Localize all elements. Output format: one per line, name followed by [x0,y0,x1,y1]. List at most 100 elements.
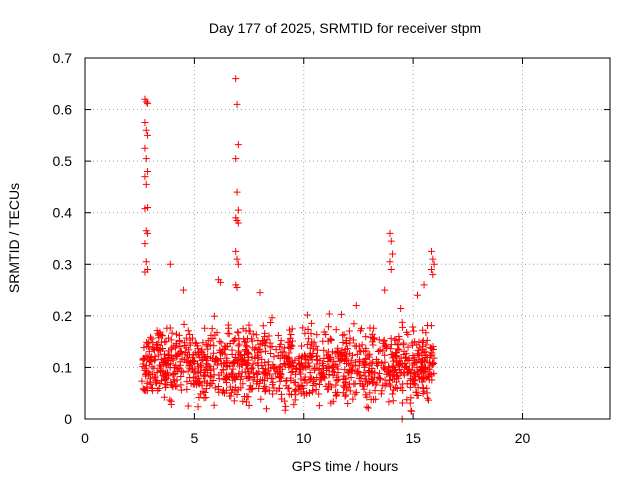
data-point [339,331,347,339]
x-tick-label: 0 [81,430,89,446]
data-point [167,381,175,389]
data-point [256,289,264,297]
data-point [280,359,288,367]
data-point [327,336,335,344]
data-point [249,344,257,352]
data-point [228,369,236,377]
data-point [141,118,149,126]
data-point [296,360,304,368]
data-point [234,329,242,337]
data-point [166,260,174,268]
data-point [249,360,257,368]
data-point [350,320,358,328]
data-point [234,206,242,214]
data-point [187,379,195,387]
data-point [210,342,218,350]
data-point [195,363,203,371]
data-point [381,358,389,366]
data-point [342,385,350,393]
data-point [387,334,395,342]
plot-frame [84,57,611,420]
data-point [141,364,149,372]
data-point [412,372,420,380]
data-point [420,281,428,289]
data-point [362,354,370,362]
data-point [161,355,169,363]
data-point [340,331,348,339]
data-point [355,374,363,382]
data-point [312,352,320,360]
data-point [371,387,379,395]
data-point [303,341,311,349]
data-point [180,356,188,364]
data-point [429,255,437,263]
data-point [194,403,202,411]
data-point [429,271,437,279]
data-point [308,374,316,382]
data-point [347,366,355,374]
data-point [352,388,360,396]
data-point [356,347,364,355]
data-point [150,356,158,364]
data-point [233,255,241,263]
data-point [200,372,208,380]
data-point [295,385,303,393]
data-point [387,351,395,359]
data-point [370,334,378,342]
data-point [422,353,430,361]
data-point [359,381,367,389]
data-point [267,318,275,326]
data-point [175,331,183,339]
data-point [319,374,327,382]
y-tick-label: 0.4 [53,205,73,221]
data-point [298,342,306,350]
data-point [407,375,415,383]
data-point [223,363,231,371]
data-point [368,330,376,338]
data-point [210,401,218,409]
data-point [402,362,410,370]
data-point [356,371,364,379]
data-point [383,343,391,351]
data-point [269,390,277,398]
data-point [397,384,405,392]
data-point [282,377,290,385]
data-point [385,398,393,406]
data-point [420,349,428,357]
data-point [319,364,327,372]
data-point [251,353,259,361]
data-point [399,380,407,388]
data-point [347,373,355,381]
data-point [282,402,290,410]
data-point [231,353,239,361]
data-point [330,357,338,365]
data-point [281,397,289,405]
data-point [196,378,204,386]
data-point [145,358,153,366]
data-point [140,344,148,352]
data-point [227,389,235,397]
data-point [366,324,374,332]
data-point [396,362,404,370]
data-point [381,364,389,372]
data-point [151,373,159,381]
data-point [249,330,257,338]
data-point [222,379,230,387]
data-point [157,377,165,385]
data-point [262,347,270,355]
data-point [369,341,377,349]
data-point [362,391,370,399]
data-point [245,401,253,409]
data-point [142,126,150,134]
data-point [395,332,403,340]
data-point [287,368,295,376]
data-point [281,344,289,352]
data-point [290,401,298,409]
data-point [355,368,363,376]
data-point [265,387,273,395]
data-point [254,345,262,353]
data-point [161,376,169,384]
x-tick-label: 10 [296,430,312,446]
data-point [308,340,316,348]
data-point [156,331,164,339]
